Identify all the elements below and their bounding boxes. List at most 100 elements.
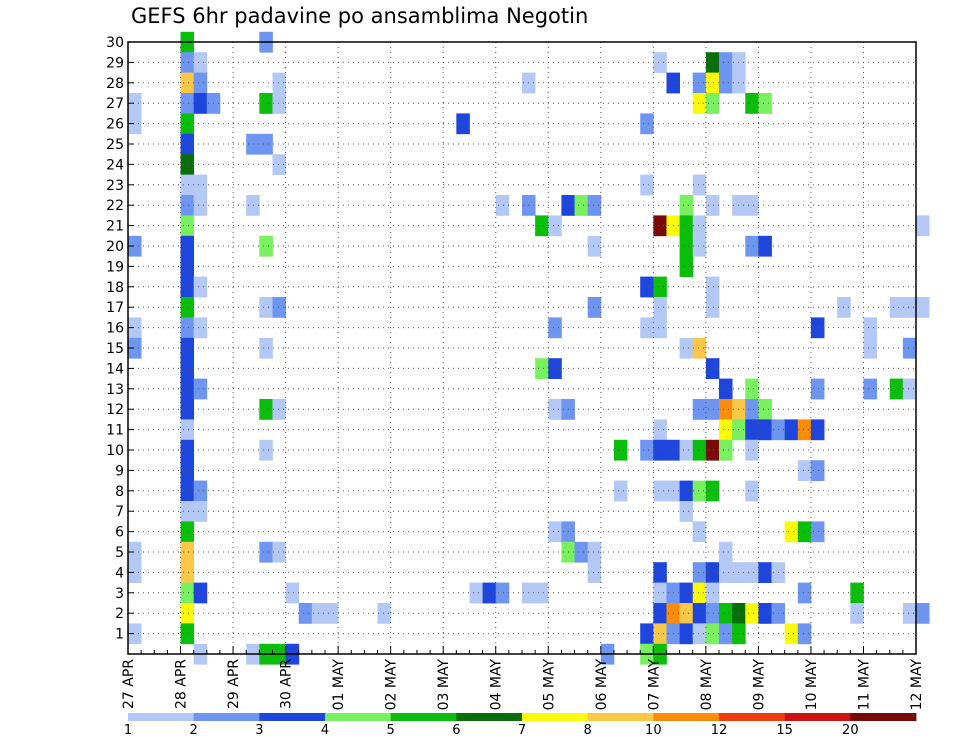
heatmap-cell xyxy=(180,154,195,175)
heatmap-cell xyxy=(180,113,195,135)
heatmap-cell xyxy=(758,93,772,114)
colorbar-label: 2 xyxy=(190,723,198,738)
heatmap-cell xyxy=(548,215,562,237)
heatmap-cell xyxy=(640,276,654,298)
heatmap-cell xyxy=(692,562,707,583)
heatmap-cell xyxy=(613,480,628,502)
heatmap-cell xyxy=(692,215,707,237)
heatmap-cell xyxy=(653,603,667,624)
heatmap-cell xyxy=(653,439,667,461)
heatmap-cell xyxy=(863,317,877,339)
heatmap-cell xyxy=(679,195,694,216)
colorbar-label: 4 xyxy=(321,723,329,738)
heatmap-cell xyxy=(810,419,825,441)
x-tick-label: 03 MAY xyxy=(436,659,452,711)
heatmap-cell xyxy=(272,399,286,420)
heatmap-cell xyxy=(692,439,707,461)
heatmap-cell xyxy=(193,378,208,400)
heatmap-cell xyxy=(653,52,667,73)
heatmap-cell xyxy=(180,562,195,583)
heatmap-cell xyxy=(705,623,720,645)
x-axis-labels: 27 APR 28 APR 29 APR 30 APR 01 MAY 02 MAY 03 M… xyxy=(121,659,925,711)
heatmap-cell xyxy=(653,215,667,237)
heatmap-cell xyxy=(653,582,667,604)
heatmap-cell xyxy=(902,603,917,624)
heatmap-cell xyxy=(745,195,759,216)
x-tick-label: 07 MAY xyxy=(646,659,662,711)
heatmap-cell xyxy=(259,541,273,563)
colorbar-swatch xyxy=(325,713,392,721)
heatmap-cell xyxy=(784,419,799,441)
heatmap-cell xyxy=(916,215,930,237)
colorbar-swatch xyxy=(587,713,654,721)
heatmap-cell xyxy=(246,133,260,155)
heatmap-cell xyxy=(692,623,707,645)
heatmap-cell xyxy=(548,358,562,379)
heatmap-cell xyxy=(535,358,549,379)
y-tick-label: 26 xyxy=(106,117,124,133)
x-tick-label: 01 MAY xyxy=(331,659,347,711)
colorbar-label: 1 xyxy=(124,723,132,738)
heatmap-cell xyxy=(298,603,313,624)
y-axis-labels: 1234567891011121314151617181920212223242… xyxy=(106,35,124,643)
y-tick-label: 24 xyxy=(106,157,124,173)
heatmap-cell xyxy=(180,174,195,196)
heatmap-cell xyxy=(180,521,195,543)
heatmap-cell xyxy=(180,582,195,604)
heatmap-cells xyxy=(128,31,930,665)
heatmap-cell xyxy=(180,297,195,318)
heatmap-cell xyxy=(495,582,510,604)
heatmap-cell xyxy=(587,235,602,257)
heatmap-cell xyxy=(535,215,549,237)
heatmap-cell xyxy=(745,93,759,114)
y-tick-label: 2 xyxy=(115,606,124,622)
heatmap-cell xyxy=(692,337,707,359)
heatmap-cell xyxy=(902,337,917,359)
heatmap-cell xyxy=(679,501,694,522)
heatmap-cell xyxy=(482,582,497,604)
heatmap-cell xyxy=(495,195,510,216)
heatmap-cell xyxy=(692,603,707,624)
heatmap-cell xyxy=(548,521,562,543)
heatmap-cell xyxy=(640,317,654,339)
y-tick-label: 23 xyxy=(106,178,124,194)
x-tick-label: 06 MAY xyxy=(594,659,610,711)
colorbar-swatch xyxy=(456,713,523,721)
heatmap-cell xyxy=(797,582,812,604)
heatmap-cell xyxy=(128,337,142,359)
x-tick-label: 05 MAY xyxy=(541,659,557,711)
colorbar-label: 15 xyxy=(776,723,793,738)
heatmap-cell xyxy=(574,541,589,563)
heatmap-cell xyxy=(246,195,260,216)
heatmap-cell xyxy=(902,297,917,318)
colorbar-label: 5 xyxy=(387,723,395,738)
colorbar-swatch xyxy=(522,713,589,721)
heatmap-cell xyxy=(705,480,720,502)
heatmap-cell xyxy=(745,562,759,583)
heatmap-cell xyxy=(863,337,877,359)
heatmap-cell xyxy=(719,603,733,624)
colorbar-swatch xyxy=(390,713,457,721)
y-tick-label: 10 xyxy=(106,443,124,459)
heatmap-cell xyxy=(719,399,733,420)
heatmap-cell xyxy=(810,378,825,400)
x-tick-label: 04 MAY xyxy=(489,659,505,711)
heatmap-cell xyxy=(574,195,589,216)
y-tick-label: 25 xyxy=(106,137,124,153)
heatmap-cell xyxy=(692,480,707,502)
heatmap-cell xyxy=(285,582,300,604)
heatmap-cell xyxy=(259,337,273,359)
heatmap-cell xyxy=(180,419,195,441)
heatmap-cell xyxy=(745,399,759,420)
heatmap-cell xyxy=(810,460,825,481)
heatmap-cell xyxy=(679,582,694,604)
x-tick-label: 10 MAY xyxy=(804,659,820,711)
heatmap-cell xyxy=(469,582,483,604)
y-tick-label: 21 xyxy=(106,219,124,235)
colorbar-label: 20 xyxy=(842,723,859,738)
heatmap-cell xyxy=(272,297,286,318)
y-tick-label: 4 xyxy=(115,565,124,581)
heatmap-cell xyxy=(180,256,195,277)
y-tick-label: 15 xyxy=(106,341,124,357)
